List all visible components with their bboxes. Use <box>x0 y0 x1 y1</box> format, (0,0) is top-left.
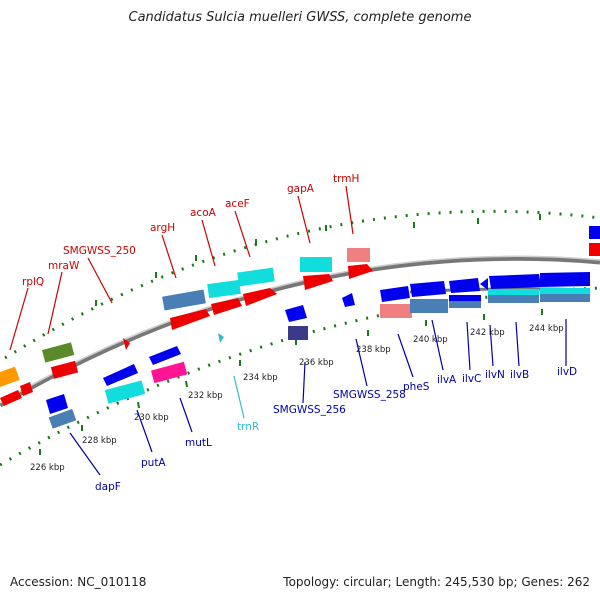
feature-ilvA-blue <box>410 281 446 297</box>
gene-label-pheS: pheS <box>403 381 430 393</box>
feature-ilvD-cyan <box>540 288 590 294</box>
gene-label-rplQ: rplQ <box>22 276 44 288</box>
feature-red-small <box>20 382 33 396</box>
feature-trmH-pink <box>347 248 370 262</box>
feature-mutL-blue <box>149 346 181 365</box>
gene-label-SMGWSS_250: SMGWSS_250 <box>63 245 136 257</box>
reverse-leaders <box>69 319 567 476</box>
gene-label-ilvB: ilvB <box>510 369 529 381</box>
feature-orange <box>0 366 20 388</box>
feature-right-red <box>589 243 600 256</box>
gene-label-trnR: trnR <box>237 421 259 433</box>
feature-ilvC <box>449 295 481 301</box>
rna-leader <box>233 375 245 419</box>
gene-label-mraW: mraW <box>48 260 80 272</box>
feature-ilvN <box>449 301 481 308</box>
kbp-label-234: 234 kbp <box>243 373 278 383</box>
feature-dapF <box>48 408 77 429</box>
kbp-label-226: 226 kbp <box>30 463 65 473</box>
gene-label-dapF: dapF <box>95 481 121 493</box>
major-ticks <box>39 214 543 455</box>
gene-label-ilvN: ilvN <box>485 369 505 381</box>
gene-label-aceF: aceF <box>225 198 250 210</box>
gene-label-ilvC: ilvC <box>462 373 481 385</box>
feature-aceF-cyan <box>237 267 275 287</box>
feature-gapA <box>303 274 333 290</box>
reverse-features <box>46 272 590 429</box>
feature-ilvB-cyan <box>488 289 539 295</box>
feature-pheS <box>380 304 412 318</box>
kbp-label-242: 242 kbp <box>470 328 505 338</box>
feature-rplQ <box>0 390 22 406</box>
gene-label-SMGWSS_256: SMGWSS_256 <box>273 404 346 416</box>
gene-label-SMGWSS_258: SMGWSS_258 <box>333 389 406 401</box>
feature-SMGWSS_250 <box>123 338 130 350</box>
feature-SMGWSS_256 <box>288 326 308 340</box>
backbone-highlight <box>0 255 600 404</box>
kbp-label-236: 236 kbp <box>299 358 334 368</box>
gene-label-trmH: trmH <box>333 173 359 185</box>
feature-gapA-cyan <box>300 257 332 272</box>
forward-leaders <box>9 185 354 351</box>
feature-ilvB-blue <box>489 274 541 289</box>
kbp-label-240: 240 kbp <box>413 335 448 345</box>
kbp-label-232: 232 kbp <box>188 391 223 401</box>
kbp-label-244: 244 kbp <box>529 324 564 334</box>
feature-argH <box>170 309 210 330</box>
feature-argH-steel <box>162 289 206 311</box>
gene-label-gapA: gapA <box>287 183 315 195</box>
feature-acoA <box>211 298 242 315</box>
feature-pheS-blue <box>380 286 410 302</box>
feature-ilvA <box>410 299 448 313</box>
feature-mraW-olive <box>41 342 75 363</box>
kbp-label-230: 230 kbp <box>134 413 169 423</box>
gene-label-ilvA: ilvA <box>437 374 457 386</box>
map-title: Candidatus Sulcia muelleri GWSS, complet… <box>128 10 472 25</box>
forward-gene-labels: rplQ mraW SMGWSS_250 argH acoA aceF gapA… <box>22 173 359 288</box>
feature-trnR <box>218 333 224 343</box>
kbp-label-228: 228 kbp <box>82 436 117 446</box>
feature-dapF-blue <box>46 394 68 414</box>
accession-label: Accession: NC_010118 <box>10 575 147 589</box>
feature-putA <box>104 380 146 404</box>
feature-ilvN-blue <box>480 278 488 290</box>
feature-mutL <box>151 361 188 384</box>
kbp-labels: 226 kbp 228 kbp 230 kbp 232 kbp 234 kbp … <box>30 324 564 473</box>
gene-label-acoA: acoA <box>190 207 217 219</box>
reverse-gene-labels: dapF putA mutL SMGWSS_256 SMGWSS_258 phe… <box>95 366 577 493</box>
backbone-outer <box>0 255 600 408</box>
topology-label: Topology: circular; Length: 245,530 bp; … <box>283 575 590 589</box>
feature-right-blue <box>589 226 600 239</box>
feature-ilvD-blue <box>540 272 590 287</box>
kbp-label-238: 238 kbp <box>356 345 391 355</box>
feature-ilvD <box>540 294 590 302</box>
feature-mraW <box>50 360 79 379</box>
feature-putA-blue <box>103 364 138 386</box>
feature-SMGWSS_258 <box>342 293 355 307</box>
feature-ilvB <box>488 295 539 303</box>
gene-label-putA: putA <box>141 457 166 469</box>
feature-aceF <box>243 288 277 306</box>
feature-ilvC-blue <box>449 278 480 293</box>
feature-acoA-cyan <box>207 279 241 299</box>
feature-SMGWSS_256-blue <box>285 305 307 322</box>
feature-trmH <box>348 264 373 279</box>
gene-label-ilvD: ilvD <box>557 366 577 378</box>
forward-features <box>0 226 600 406</box>
gene-label-argH: argH <box>150 222 175 234</box>
gene-label-mutL: mutL <box>185 437 212 449</box>
